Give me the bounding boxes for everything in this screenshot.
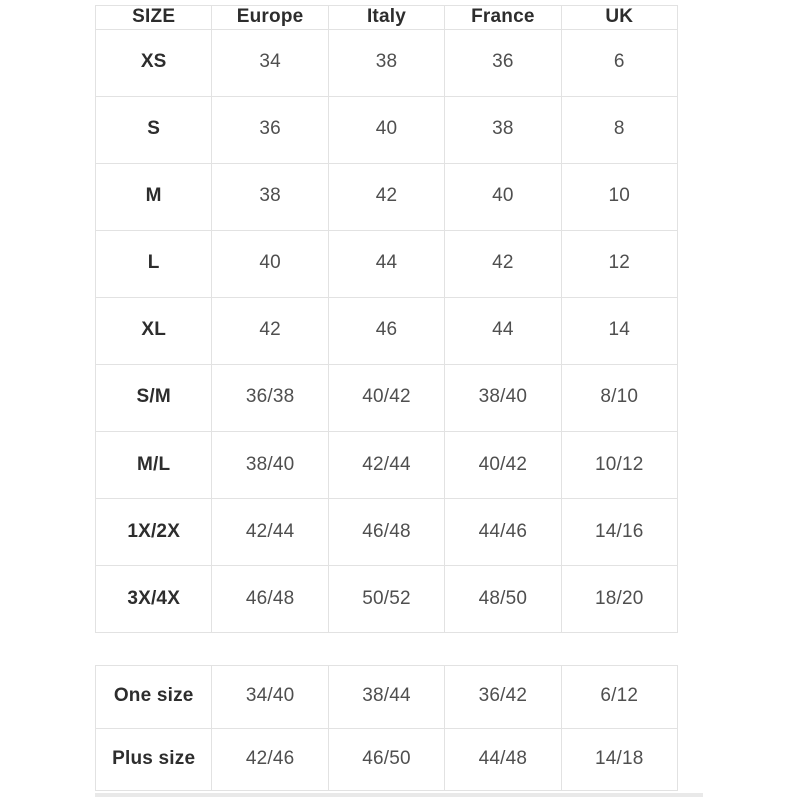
column-header-europe: Europe	[211, 5, 329, 30]
cell-uk: 12	[560, 229, 679, 298]
cell-france: 44/48	[444, 727, 562, 791]
cell-uk: 18/20	[560, 564, 679, 634]
row-label: M/L	[94, 430, 213, 499]
cell-italy: 50/52	[327, 564, 446, 634]
cell-europe: 42/44	[211, 497, 329, 566]
cell-uk: 14/18	[560, 727, 679, 791]
table-row-plus-size: Plus size 42/46 46/50 44/48 14/18	[94, 727, 679, 791]
column-header-size: SIZE	[94, 5, 213, 30]
partial-next-table-edge	[95, 793, 703, 797]
cell-france: 36	[444, 28, 562, 97]
row-label: XL	[94, 296, 213, 365]
cell-uk: 6	[560, 28, 679, 97]
cell-europe: 38	[211, 162, 329, 231]
table-row-ml: M/L 38/40 42/44 40/42 10/12	[94, 430, 679, 499]
cell-europe: 34	[211, 28, 329, 97]
row-label: One size	[94, 665, 213, 729]
cell-europe: 38/40	[211, 430, 329, 499]
cell-europe: 40	[211, 229, 329, 298]
table-row-one-size: One size 34/40 38/44 36/42 6/12	[94, 665, 679, 729]
cell-uk: 10	[560, 162, 679, 231]
table-row-3x4x: 3X/4X 46/48 50/52 48/50 18/20	[94, 564, 679, 634]
row-label: L	[94, 229, 213, 298]
table-row-m: M 38 42 40 10	[94, 162, 679, 231]
cell-uk: 8	[560, 95, 679, 164]
cell-uk: 10/12	[560, 430, 679, 499]
cell-france: 40	[444, 162, 562, 231]
cell-uk: 6/12	[560, 665, 679, 729]
cell-france: 44	[444, 296, 562, 365]
cell-italy: 46/50	[327, 727, 446, 791]
cell-italy: 40	[327, 95, 446, 164]
row-label: 3X/4X	[94, 564, 213, 634]
table-row-xl: XL 42 46 44 14	[94, 296, 679, 365]
cell-italy: 42	[327, 162, 446, 231]
cell-europe: 46/48	[211, 564, 329, 634]
row-label: 1X/2X	[94, 497, 213, 566]
column-header-italy: Italy	[327, 5, 446, 30]
cell-europe: 42	[211, 296, 329, 365]
row-label: Plus size	[94, 727, 213, 791]
cell-uk: 14/16	[560, 497, 679, 566]
cell-france: 48/50	[444, 564, 562, 634]
cell-italy: 38	[327, 28, 446, 97]
table-row-s: S 36 40 38 8	[94, 95, 679, 164]
cell-italy: 40/42	[327, 363, 446, 432]
cell-france: 36/42	[444, 665, 562, 729]
row-label: XS	[94, 28, 213, 97]
cell-france: 40/42	[444, 430, 562, 499]
special-sizes-table: One size 34/40 38/44 36/42 6/12 Plus siz…	[94, 665, 679, 791]
size-conversion-table: SIZE Europe Italy France UK XS 34 38 36 …	[94, 5, 679, 634]
cell-italy: 46	[327, 296, 446, 365]
cell-france: 42	[444, 229, 562, 298]
cell-uk: 8/10	[560, 363, 679, 432]
header-row: SIZE Europe Italy France UK	[94, 5, 679, 30]
cell-europe: 36/38	[211, 363, 329, 432]
cell-europe: 42/46	[211, 727, 329, 791]
cell-italy: 38/44	[327, 665, 446, 729]
column-header-france: France	[444, 5, 562, 30]
row-label: S/M	[94, 363, 213, 432]
cell-italy: 46/48	[327, 497, 446, 566]
cell-france: 38	[444, 95, 562, 164]
column-header-uk: UK	[560, 5, 679, 30]
table-row-1x2x: 1X/2X 42/44 46/48 44/46 14/16	[94, 497, 679, 566]
cell-europe: 36	[211, 95, 329, 164]
row-label: M	[94, 162, 213, 231]
cell-europe: 34/40	[211, 665, 329, 729]
cell-france: 38/40	[444, 363, 562, 432]
row-label: S	[94, 95, 213, 164]
cell-italy: 44	[327, 229, 446, 298]
cell-france: 44/46	[444, 497, 562, 566]
cell-uk: 14	[560, 296, 679, 365]
table-row-sm: S/M 36/38 40/42 38/40 8/10	[94, 363, 679, 432]
table-row-l: L 40 44 42 12	[94, 229, 679, 298]
cell-italy: 42/44	[327, 430, 446, 499]
table-row-xs: XS 34 38 36 6	[94, 28, 679, 97]
